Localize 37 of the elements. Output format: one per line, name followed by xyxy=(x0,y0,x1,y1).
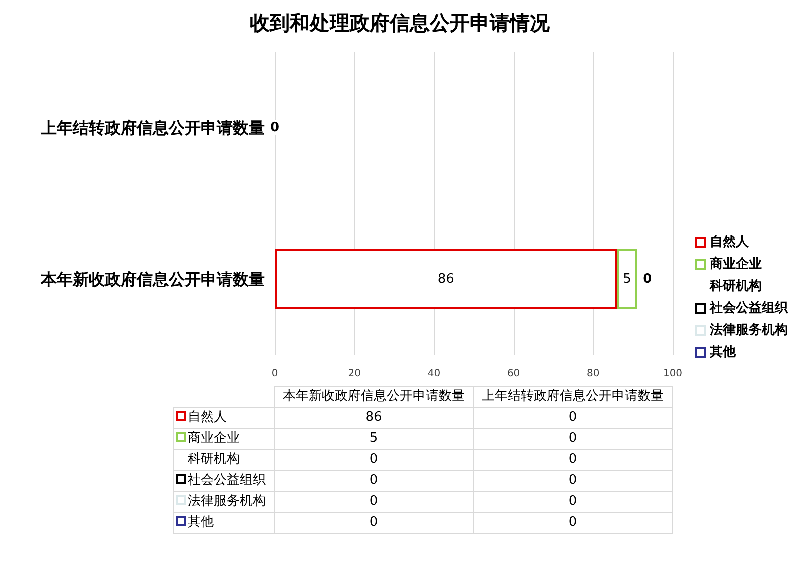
chart-title: 收到和处理政府信息公开申请情况 xyxy=(250,11,551,35)
legend-label: 社会公益组织 xyxy=(709,300,789,316)
data-label: 0 xyxy=(474,408,672,428)
legend-label: 商业企业 xyxy=(174,428,274,450)
text: 科研机构 xyxy=(709,279,762,294)
data-label: 5 xyxy=(274,428,474,450)
data-label: 0 xyxy=(643,272,652,287)
data-label: 0 xyxy=(474,428,672,450)
legend-label: 法律服务机构 xyxy=(174,492,274,512)
data-label: 0 xyxy=(474,492,672,512)
data-label: 0 xyxy=(274,492,474,512)
x-tick-label: 0 xyxy=(272,368,278,380)
x-tick-label: 100 xyxy=(663,368,683,380)
data-label: 0 xyxy=(474,450,672,470)
data-label: 0 xyxy=(274,512,474,534)
legend-label: 商业企业 xyxy=(709,256,762,272)
legend-label: 社会公益组织 xyxy=(174,470,274,492)
legend-label: 其他 xyxy=(174,512,274,534)
x-tick-label: 60 xyxy=(507,368,520,380)
legend-label: 自然人 xyxy=(174,408,274,428)
data-label: 0 xyxy=(474,470,672,492)
legend-label: 其他 xyxy=(709,345,737,360)
x-tick-label: 40 xyxy=(428,368,441,380)
data-label: 0 xyxy=(274,470,474,492)
legend-label: 自然人 xyxy=(710,235,750,250)
data-label: 0 xyxy=(274,450,474,470)
text: 科研机构 xyxy=(174,450,274,470)
category-label: 上年结转政府信息公开申请数量 xyxy=(474,386,672,408)
category-label: 本年新收政府信息公开申请数量 xyxy=(274,386,474,408)
x-tick-label: 80 xyxy=(587,368,600,380)
data-label: 0 xyxy=(270,120,280,136)
legend-label: 法律服务机构 xyxy=(709,323,788,338)
x-tick-label: 20 xyxy=(348,368,361,380)
data-label: 5 xyxy=(623,272,632,287)
data-label: 86 xyxy=(438,272,454,287)
data-label: 0 xyxy=(474,512,672,534)
data-label: 86 xyxy=(274,408,474,428)
